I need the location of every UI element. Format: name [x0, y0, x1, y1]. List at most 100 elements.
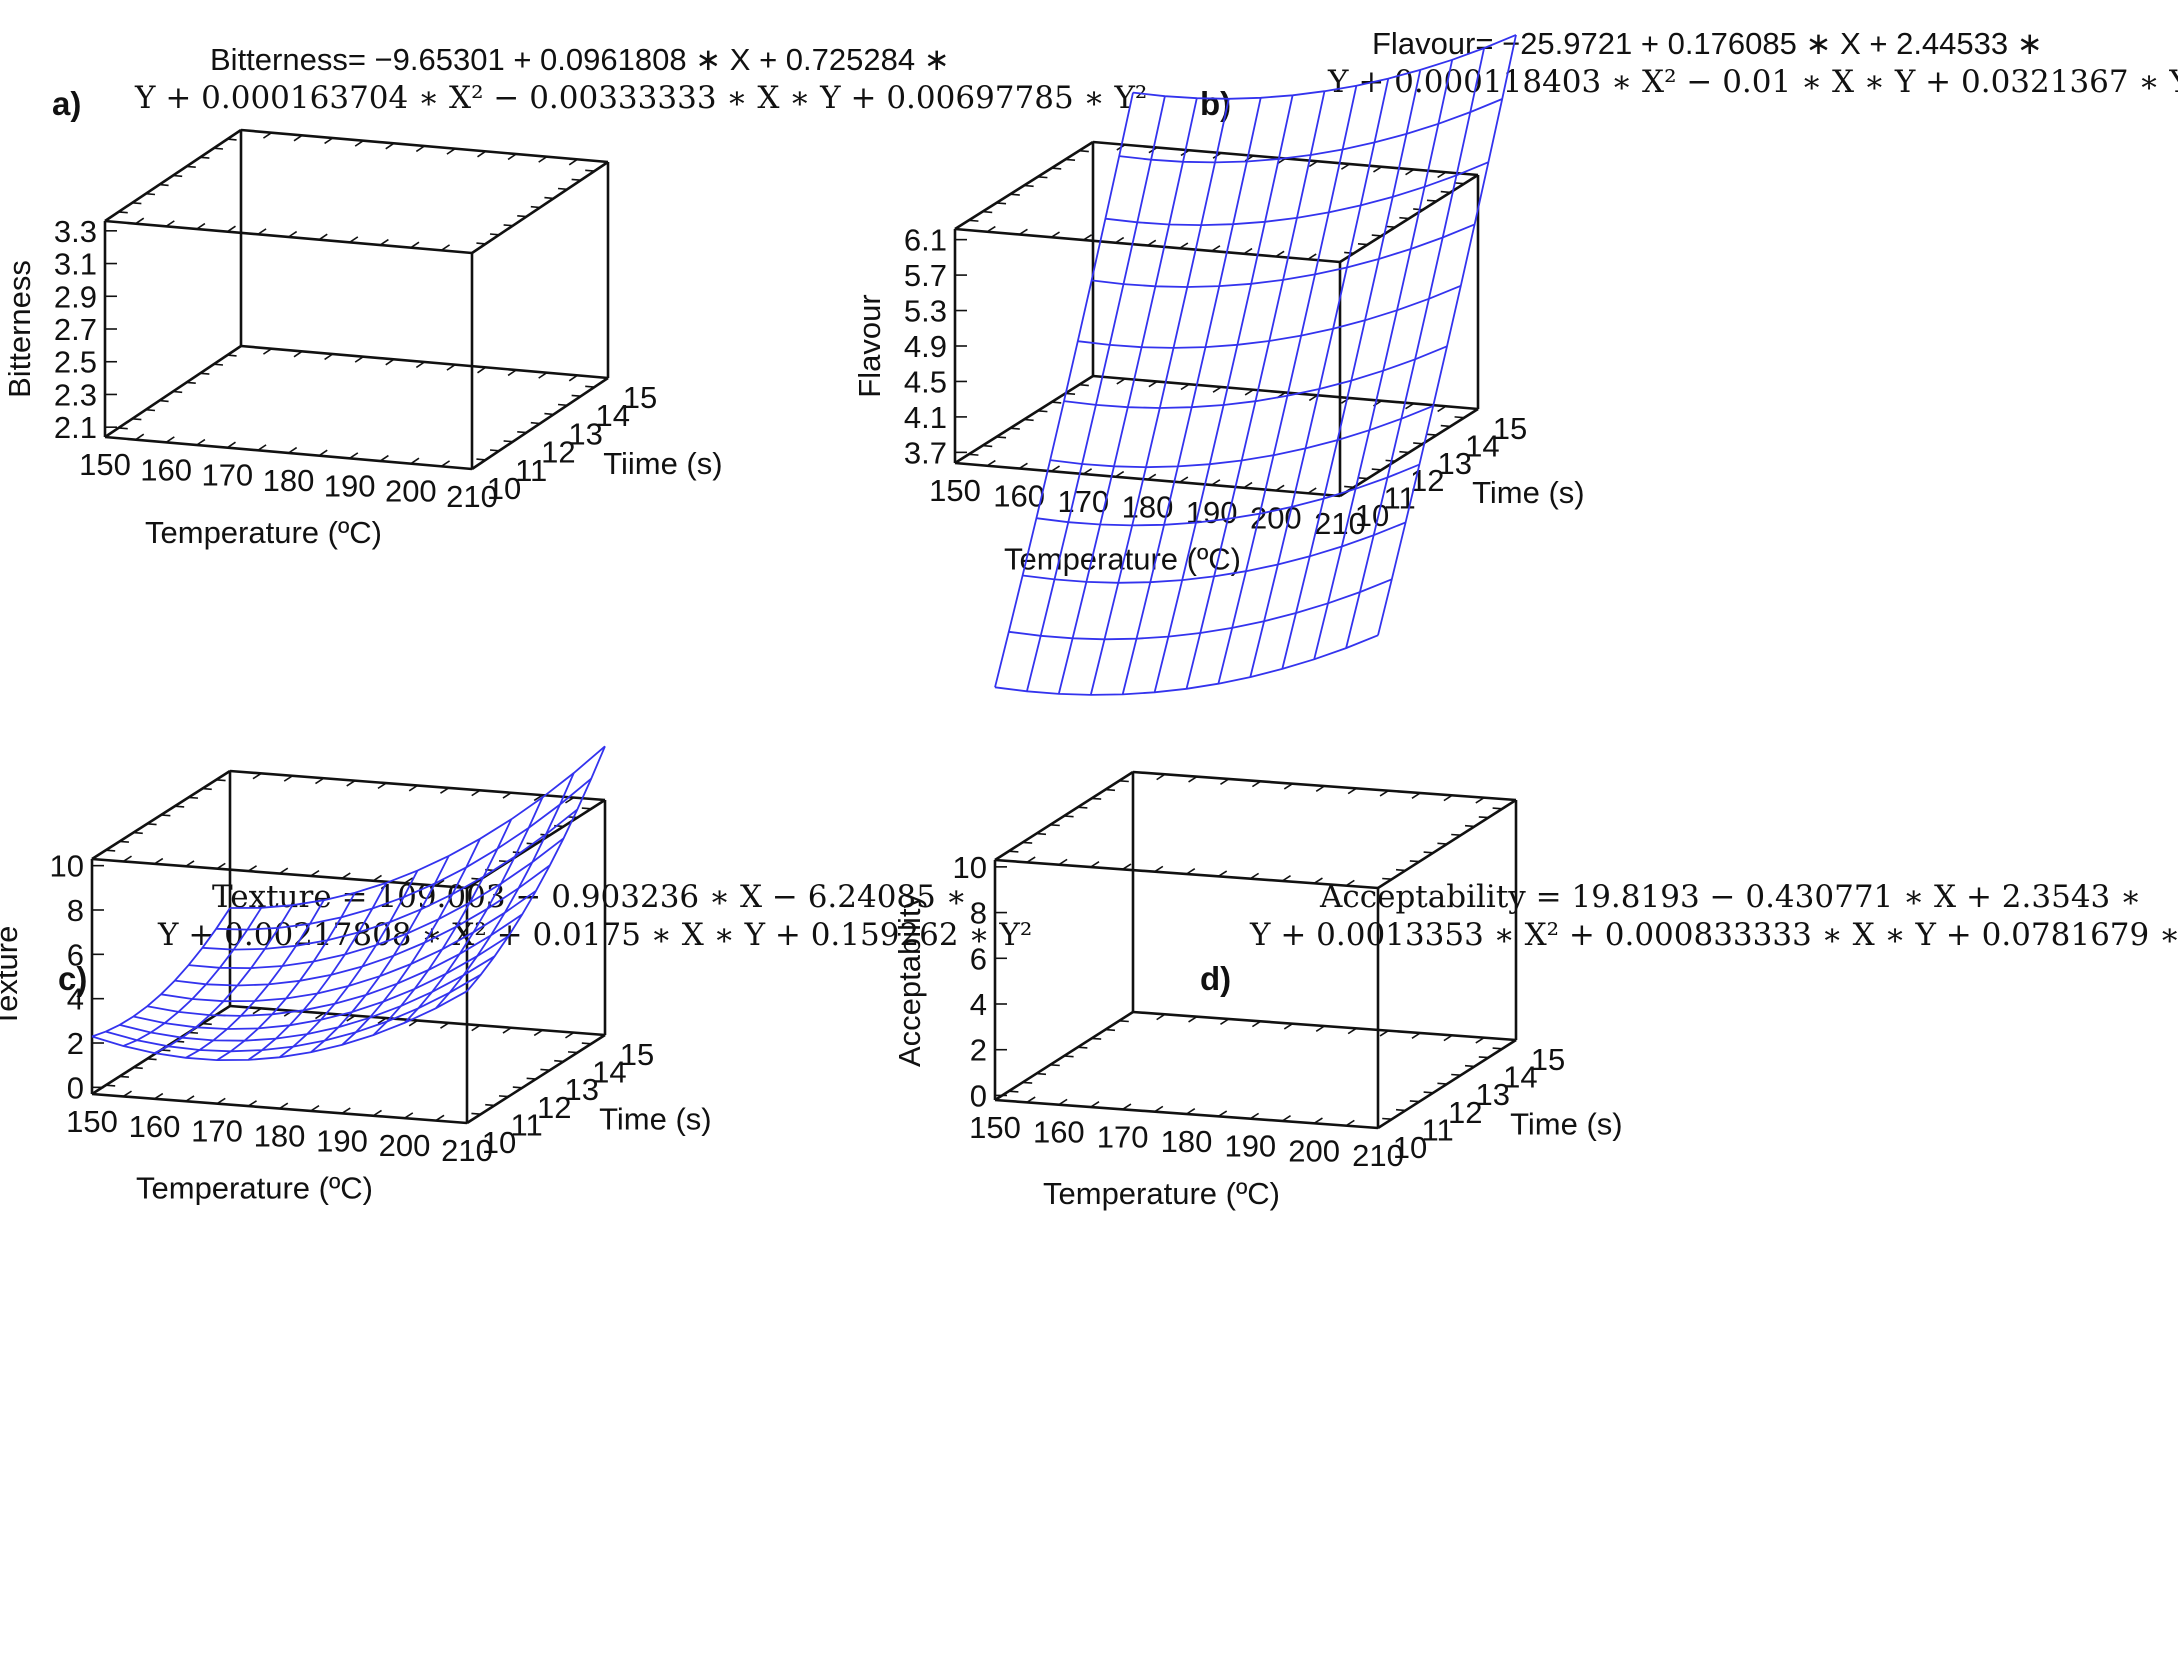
- x-tick-mark: [226, 225, 236, 233]
- x-tick-mark: [1437, 171, 1447, 179]
- x-tick-mark: [1469, 174, 1479, 181]
- x-tick-mark: [533, 1029, 543, 1037]
- y-axis-title: Tiime (s): [603, 446, 722, 481]
- panel-b: Flavour= −25.9721 + 0.176085 ∗ X + 2.445…: [852, 26, 2178, 577]
- x-tick-mark: [279, 867, 289, 875]
- x-tick-mark: [1116, 378, 1126, 385]
- y-tick-mark: [598, 160, 609, 163]
- x-tick-mark: [477, 150, 487, 158]
- x-tick-mark: [247, 1100, 257, 1107]
- x-tick-label: 190: [324, 468, 376, 503]
- x-tick-mark: [1475, 796, 1485, 804]
- mesh-line-constant-temperature: [278, 870, 419, 1059]
- y-tick-mark: [1478, 1056, 1489, 1059]
- x-tick-mark: [954, 457, 964, 464]
- y-tick-mark: [1451, 1073, 1461, 1076]
- z-tick-label: 6.1: [904, 223, 947, 258]
- x-tick-mark: [341, 1107, 351, 1115]
- y-tick-mark: [132, 418, 142, 421]
- x-tick-mark: [404, 877, 414, 884]
- x-tick-mark: [257, 228, 267, 235]
- x-tick-mark: [91, 1088, 101, 1095]
- x-tick-mark: [293, 134, 303, 142]
- x-tick-mark: [283, 775, 293, 782]
- y-tick-mark: [145, 408, 156, 412]
- x-tick-mark: [1084, 375, 1094, 382]
- z-tick-label: 4.9: [904, 329, 947, 364]
- mesh-line-constant-temperature: [435, 772, 575, 1009]
- y-tick-mark: [567, 1051, 578, 1054]
- x-tick-mark: [1114, 236, 1125, 244]
- x-tick-mark: [1186, 868, 1196, 875]
- x-tick-mark: [135, 217, 145, 225]
- z-tick-label: 4.1: [904, 400, 947, 435]
- z-tick-label: 8: [970, 896, 987, 931]
- x-tick-mark: [1188, 775, 1198, 783]
- x-tick-mark: [247, 865, 257, 872]
- y-tick-mark: [132, 202, 142, 205]
- y-tick-mark: [581, 1042, 592, 1045]
- y-tick-mark: [1368, 886, 1379, 889]
- z-tick-label: 4: [67, 982, 84, 1017]
- x-tick-label: 170: [191, 1114, 243, 1149]
- x-tick-label: 210: [1352, 1138, 1404, 1173]
- x-tick-mark: [1469, 408, 1479, 415]
- x-tick-mark: [1179, 476, 1189, 483]
- mesh-line-constant-temperature: [1217, 85, 1358, 684]
- y-tick-mark: [147, 1058, 157, 1061]
- x-tick-mark: [165, 220, 175, 227]
- x-tick-mark: [1186, 1108, 1196, 1115]
- y-tick-mark: [517, 215, 527, 218]
- y-tick-mark: [1008, 850, 1019, 853]
- y-tick-mark: [145, 192, 156, 196]
- x-tick-mark: [1411, 792, 1421, 799]
- y-tick-mark: [1079, 383, 1089, 387]
- y-tick-mark: [1050, 824, 1060, 827]
- x-tick-mark: [994, 854, 1004, 861]
- y-tick-mark: [557, 403, 568, 407]
- y-tick-mark: [1382, 877, 1392, 880]
- y-tick-mark: [1063, 815, 1074, 818]
- y-tick-mark: [213, 363, 224, 366]
- y-tick-mark: [581, 807, 592, 810]
- y-tick-mark: [91, 1093, 102, 1096]
- y-tick-label: 15: [1493, 411, 1527, 446]
- y-tick-mark: [503, 440, 513, 443]
- x-tick-mark: [1156, 1013, 1166, 1021]
- y-tick-label: 12: [537, 1090, 571, 1125]
- y-tick-mark: [982, 444, 993, 448]
- x-tick-mark: [596, 1034, 606, 1041]
- x-tick-mark: [196, 222, 206, 230]
- x-tick-mark: [1082, 234, 1093, 241]
- x-tick-mark: [232, 345, 242, 353]
- y-tick-mark: [1119, 780, 1129, 783]
- box-edge-bottom-left: [954, 374, 1094, 465]
- y-tick-mark: [526, 842, 537, 845]
- equation-line-1: Bitterness= −9.65301 + 0.0961808 ∗ X + 0…: [210, 42, 950, 77]
- x-tick-mark: [293, 350, 303, 358]
- y-tick-mark: [571, 178, 581, 181]
- x-tick-mark: [91, 853, 101, 860]
- x-tick-mark: [477, 366, 487, 374]
- y-tick-mark: [1023, 184, 1034, 188]
- panel-letter: a): [52, 85, 81, 122]
- y-tick-mark: [1344, 251, 1354, 255]
- x-tick-mark: [104, 430, 114, 438]
- y-tick-mark: [1132, 1011, 1143, 1014]
- y-tick-mark: [213, 147, 224, 150]
- y-tick-mark: [1464, 824, 1475, 828]
- mesh-line-constant-temperature: [1281, 69, 1422, 670]
- z-tick-label: 0: [67, 1070, 84, 1105]
- y-tick-mark: [186, 165, 196, 168]
- z-tick-label: 8: [67, 893, 84, 928]
- x-tick-mark: [1275, 250, 1285, 258]
- x-tick-mark: [408, 784, 418, 792]
- panel-c: Texture = 109.003 − 0.903236 ∗ X − 6.240…: [0, 745, 1032, 1206]
- box-edge-top-left: [954, 140, 1094, 231]
- x-axis-title: Temperature (ºC): [1043, 1176, 1280, 1211]
- y-tick-mark: [1409, 1100, 1420, 1103]
- y-tick-mark: [1077, 1046, 1088, 1049]
- x-tick-mark: [216, 862, 226, 870]
- x-tick-mark: [1347, 787, 1357, 795]
